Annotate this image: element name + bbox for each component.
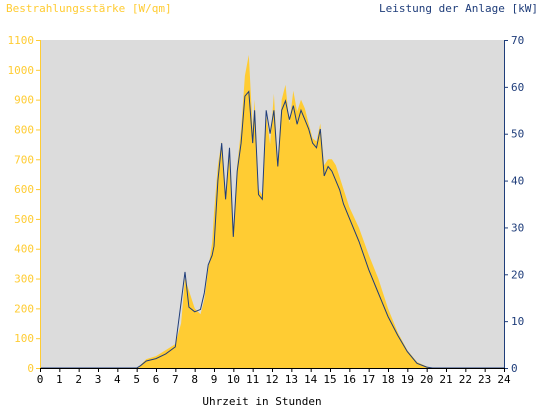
- right-tick-label: 10: [511, 315, 524, 328]
- left-tick-label: 1000: [8, 64, 35, 77]
- x-tick-label: 5: [133, 373, 140, 386]
- x-tick-label: 1: [56, 373, 63, 386]
- x-tick-label: 16: [343, 373, 356, 386]
- right-tick-label: 30: [511, 221, 524, 234]
- left-tick-label: 700: [14, 153, 34, 166]
- x-tick-label: 4: [114, 373, 121, 386]
- x-tick-label: 6: [153, 373, 160, 386]
- x-tick-label: 22: [459, 373, 472, 386]
- left-axis-title: Bestrahlungsstärke [W/qm]: [6, 2, 172, 15]
- x-tick-label: 24: [497, 373, 511, 386]
- right-tick-label: 70: [511, 34, 524, 47]
- left-tick-label: 500: [14, 213, 34, 226]
- power-line-group: [40, 90, 504, 369]
- left-tick-label: 600: [14, 183, 34, 196]
- x-tick-label: 19: [401, 373, 414, 386]
- x-tick-label: 13: [285, 373, 298, 386]
- x-tick-label: 14: [304, 373, 318, 386]
- right-tick-label: 20: [511, 268, 524, 281]
- right-tick-label: 40: [511, 175, 524, 188]
- right-tick-label: 50: [511, 128, 524, 141]
- ticks-group: 0100200300400500600700800900100011000102…: [8, 34, 525, 386]
- x-axis-title: Uhrzeit in Stunden: [202, 395, 321, 408]
- irradiance-area-group: [40, 54, 504, 369]
- left-tick-label: 900: [14, 94, 34, 107]
- left-tick-label: 300: [14, 273, 34, 286]
- left-tick-label: 0: [27, 362, 34, 375]
- right-tick-label: 0: [511, 362, 518, 375]
- axes-group: [36, 40, 508, 372]
- x-tick-label: 10: [227, 373, 240, 386]
- left-tick-label: 800: [14, 123, 34, 136]
- power-line: [40, 90, 504, 369]
- x-tick-label: 21: [439, 373, 452, 386]
- x-tick-label: 11: [246, 373, 259, 386]
- left-tick-label: 1100: [8, 34, 35, 47]
- x-tick-label: 15: [323, 373, 336, 386]
- x-tick-label: 0: [37, 373, 44, 386]
- x-tick-label: 17: [362, 373, 375, 386]
- left-tick-label: 400: [14, 243, 34, 256]
- left-tick-label: 100: [14, 332, 34, 345]
- x-tick-label: 18: [381, 373, 394, 386]
- left-tick-label: 200: [14, 302, 34, 315]
- x-tick-label: 23: [478, 373, 491, 386]
- right-tick-label: 60: [511, 81, 524, 94]
- x-tick-label: 8: [191, 373, 198, 386]
- x-tick-label: 12: [265, 373, 278, 386]
- x-tick-label: 7: [172, 373, 179, 386]
- irradiance-area: [40, 54, 504, 369]
- x-tick-label: 2: [75, 373, 82, 386]
- right-axis-title: Leistung der Anlage [kW]: [379, 2, 538, 15]
- x-tick-label: 3: [95, 373, 102, 386]
- x-tick-label: 9: [211, 373, 218, 386]
- x-tick-label: 20: [420, 373, 433, 386]
